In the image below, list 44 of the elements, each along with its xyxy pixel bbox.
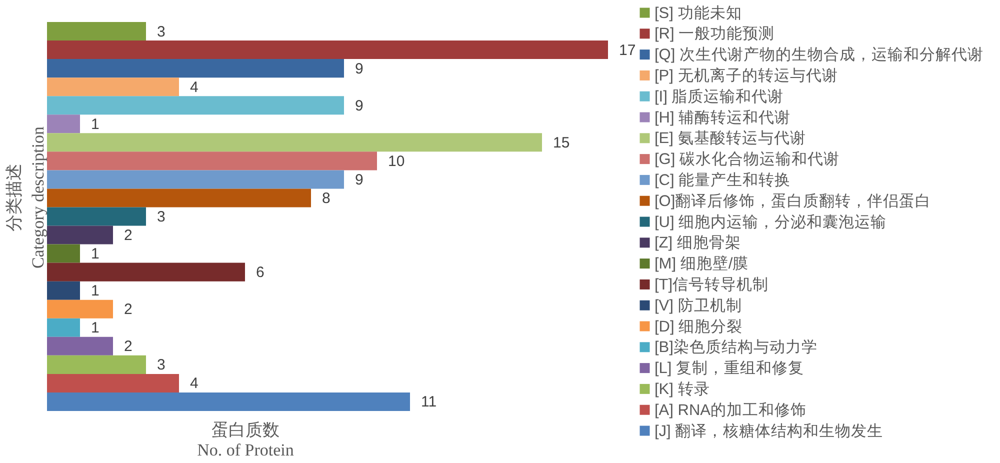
legend-label: [G] 碳水化合物运输和代谢 — [654, 150, 840, 168]
data-label: 9 — [355, 60, 364, 78]
y-axis-title: 分类描述 Category description — [4, 126, 48, 269]
legend-label: [E] 氨基酸转运与代谢 — [654, 129, 806, 148]
data-label: 4 — [190, 375, 198, 392]
data-label: 2 — [124, 301, 132, 318]
data-label: 3 — [157, 208, 166, 226]
legend-label: [J] 翻译，核糖体结构和生物发生 — [654, 422, 884, 440]
legend-label: [O]翻译后修饰，蛋白质翻转，伴侣蛋白 — [654, 192, 932, 210]
legend-label: [D] 细胞分裂 — [654, 318, 743, 336]
legend-label: [B]染色质结构与动力学 — [654, 338, 818, 356]
legend-label: [S] 功能未知 — [654, 4, 742, 22]
legend-label: [A] RNA的加工和修饰 — [654, 400, 806, 419]
data-label: 1 — [91, 116, 100, 133]
data-label: 3 — [157, 23, 166, 40]
data-label: 1 — [91, 320, 100, 337]
data-label: 11 — [421, 394, 437, 411]
legend-label: [L] 复制，重组和修复 — [654, 359, 804, 378]
legend-label: [K] 转录 — [654, 380, 710, 398]
legend-label: [I] 脂质运输和代谢 — [654, 87, 784, 106]
legend-label: [P] 无机离子的转运与代谢 — [654, 66, 838, 84]
x-axis-title: 蛋白质数 No. of Protein — [197, 420, 294, 460]
legend-label: [C] 能量产生和转换 — [654, 170, 791, 189]
data-label: 15 — [553, 134, 570, 152]
data-label: 3 — [157, 356, 166, 374]
legend-label: [U] 细胞内运输，分泌和囊泡运输 — [654, 212, 887, 231]
data-label: 6 — [256, 264, 264, 282]
data-label: 1 — [91, 246, 100, 263]
legend-label: [H] 辅酶转运和代谢 — [654, 108, 791, 126]
legend-label: [T]信号转导机制 — [654, 275, 769, 294]
data-label: 2 — [124, 338, 132, 356]
data-label: 10 — [388, 152, 405, 170]
legend-label: [Z] 细胞骨架 — [654, 234, 741, 252]
legend-label: [V] 防卫机制 — [654, 296, 742, 314]
legend-label: [Q] 次生代谢产物的生物合成，运输和分解代谢 — [654, 46, 984, 64]
data-label: 8 — [322, 190, 330, 207]
data-label: 9 — [355, 171, 364, 188]
legend-label: [M] 细胞壁/膜 — [654, 254, 749, 273]
data-label: 4 — [190, 78, 198, 96]
data-label: 1 — [91, 282, 100, 300]
data-label: 17 — [619, 42, 636, 59]
legend-label: [R] 一般功能预测 — [654, 24, 775, 43]
data-label: 2 — [124, 227, 132, 244]
data-label: 9 — [355, 97, 364, 114]
